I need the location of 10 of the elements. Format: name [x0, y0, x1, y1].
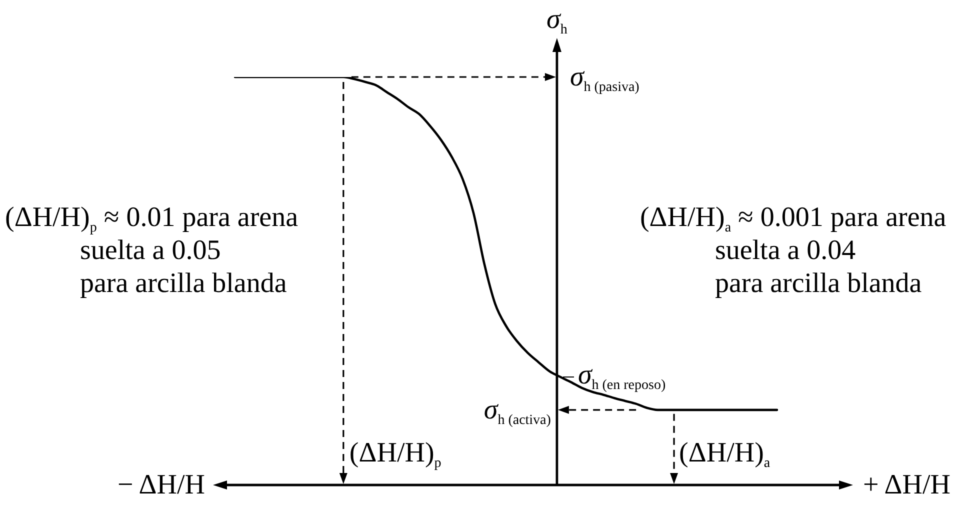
y-axis-title: σ$_{h}$ — [546, 4, 568, 38]
annotation: (ΔH/H)$_{p}$ — [349, 436, 442, 472]
annotation: σ$_{h (en reposo)}$ — [578, 360, 666, 394]
text: + ΔH/H — [863, 468, 950, 502]
text: − ΔH/H — [118, 468, 205, 502]
annotation: σ$_{h (activa)}$ — [484, 394, 551, 428]
annotation: σ$_{h (pasiva)}$ — [570, 62, 640, 96]
annotation: (ΔH/H)$_{a}$ — [679, 436, 770, 472]
annotation: (ΔH/H)$_{a}$ ≈ 0.001 para arena suelta a 0.04 para arcilla blanda — [640, 201, 946, 300]
annotation: (ΔH/H)$_{p}$ ≈ 0.01 para arena suelta a 0.05 para arcilla blanda — [5, 201, 298, 300]
